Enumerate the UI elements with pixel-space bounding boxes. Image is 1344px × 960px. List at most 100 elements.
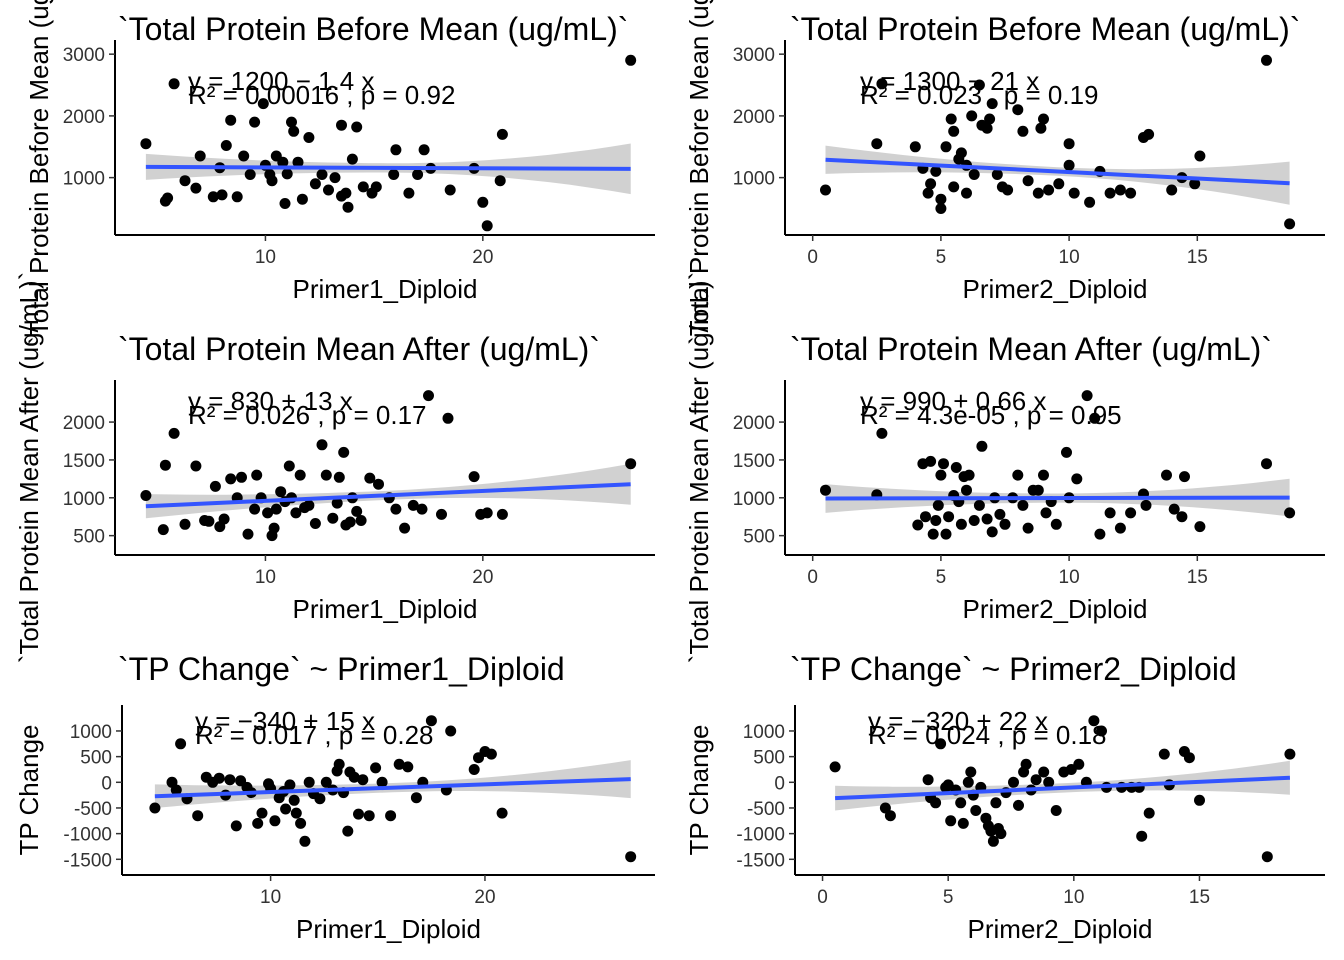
- data-point: [1050, 805, 1062, 816]
- y-tick-label: 3000: [733, 45, 775, 66]
- data-point: [1194, 521, 1206, 533]
- data-point: [353, 808, 364, 820]
- data-point: [995, 828, 1007, 840]
- data-point: [481, 220, 493, 232]
- data-point: [295, 817, 307, 829]
- data-point: [288, 794, 300, 806]
- regression-stats: R² = 0.023 , p = 0.19: [860, 80, 1099, 110]
- regression-equation: y = −320 + 22 x: [868, 706, 1048, 736]
- data-point: [999, 518, 1011, 530]
- y-tick-label: 1000: [63, 169, 105, 190]
- data-point: [333, 471, 345, 483]
- x-tick-label: 0: [807, 567, 818, 588]
- data-point: [280, 803, 292, 815]
- data-point: [399, 522, 411, 534]
- data-point: [1089, 412, 1101, 424]
- data-point: [1038, 113, 1049, 125]
- data-point: [625, 458, 637, 470]
- data-point: [329, 172, 341, 184]
- regression-stats: R² = 0.024 , p = 0.18: [868, 720, 1107, 750]
- data-point: [373, 478, 384, 490]
- panel-title: `Total Protein Mean After (ug/mL)`: [118, 331, 600, 367]
- data-point: [445, 725, 457, 737]
- data-point: [140, 138, 152, 150]
- data-point: [955, 147, 967, 159]
- data-point: [376, 776, 388, 788]
- data-point: [175, 738, 187, 750]
- data-point: [320, 776, 332, 788]
- x-tick-label: 10: [255, 247, 276, 268]
- x-tick-label: 10: [260, 887, 281, 908]
- data-point: [1261, 458, 1272, 470]
- regression-line: [825, 495, 1290, 501]
- data-point: [987, 835, 999, 847]
- data-point: [279, 198, 291, 209]
- data-point: [961, 484, 972, 496]
- data-point: [625, 54, 637, 66]
- data-point: [268, 522, 280, 534]
- confidence-band: [145, 463, 631, 519]
- data-point: [1020, 758, 1032, 770]
- data-point: [266, 175, 278, 187]
- data-point: [1125, 187, 1137, 199]
- data-point: [327, 512, 339, 524]
- data-point: [943, 511, 955, 523]
- x-tick-label: 15: [1187, 247, 1208, 268]
- data-point: [1114, 184, 1126, 196]
- data-point: [402, 761, 414, 773]
- data-point: [965, 766, 977, 778]
- data-point: [930, 165, 942, 177]
- data-point: [1168, 503, 1180, 515]
- data-point: [412, 169, 424, 180]
- data-point: [403, 187, 415, 199]
- data-point: [991, 169, 1003, 180]
- data-point: [388, 169, 400, 180]
- data-point: [984, 113, 996, 125]
- data-point: [385, 810, 397, 822]
- data-point: [236, 471, 247, 483]
- data-point: [224, 774, 236, 786]
- regression-stats: R² = 4.3e-05 , p = 0.95: [860, 400, 1122, 430]
- data-point: [357, 181, 369, 193]
- data-point: [909, 141, 921, 153]
- data-point: [930, 515, 942, 526]
- data-point: [1194, 150, 1206, 162]
- data-point: [1088, 715, 1100, 727]
- data-point: [292, 156, 304, 168]
- data-point: [231, 191, 243, 203]
- data-point: [1194, 794, 1205, 806]
- panel-title: `Total Protein Before Mean (ug/mL)`: [790, 11, 1300, 47]
- data-point: [1022, 522, 1034, 534]
- data-point: [1043, 776, 1055, 788]
- y-tick-label: -1500: [736, 850, 785, 871]
- data-point: [425, 715, 437, 727]
- data-point: [820, 484, 831, 496]
- x-tick-label: 0: [807, 247, 818, 268]
- y-axis-title: TP Change: [684, 724, 714, 855]
- y-tick-label: 2000: [733, 107, 775, 128]
- data-point: [1143, 128, 1155, 140]
- y-tick-label: -1000: [63, 825, 112, 846]
- y-tick-label: 1500: [63, 451, 105, 472]
- data-point: [468, 471, 480, 483]
- data-point: [966, 110, 978, 122]
- data-point: [496, 508, 508, 520]
- data-point: [192, 810, 204, 822]
- y-tick-label: 500: [73, 527, 105, 548]
- data-point: [1084, 196, 1096, 208]
- data-point: [218, 513, 230, 525]
- y-tick-label: 500: [743, 527, 775, 548]
- data-point: [213, 772, 225, 784]
- data-point: [973, 499, 985, 511]
- y-tick-label: 1000: [70, 722, 112, 743]
- data-point: [168, 78, 180, 90]
- x-tick-label: 10: [1059, 247, 1080, 268]
- data-point: [252, 817, 264, 829]
- data-point: [920, 511, 931, 523]
- data-point: [336, 119, 347, 131]
- panel-title: `Total Protein Mean After (ug/mL)`: [790, 331, 1272, 367]
- x-tick-label: 20: [472, 247, 493, 268]
- data-point: [1073, 758, 1085, 770]
- regression-line: [145, 482, 631, 509]
- x-tick-label: 15: [1187, 567, 1208, 588]
